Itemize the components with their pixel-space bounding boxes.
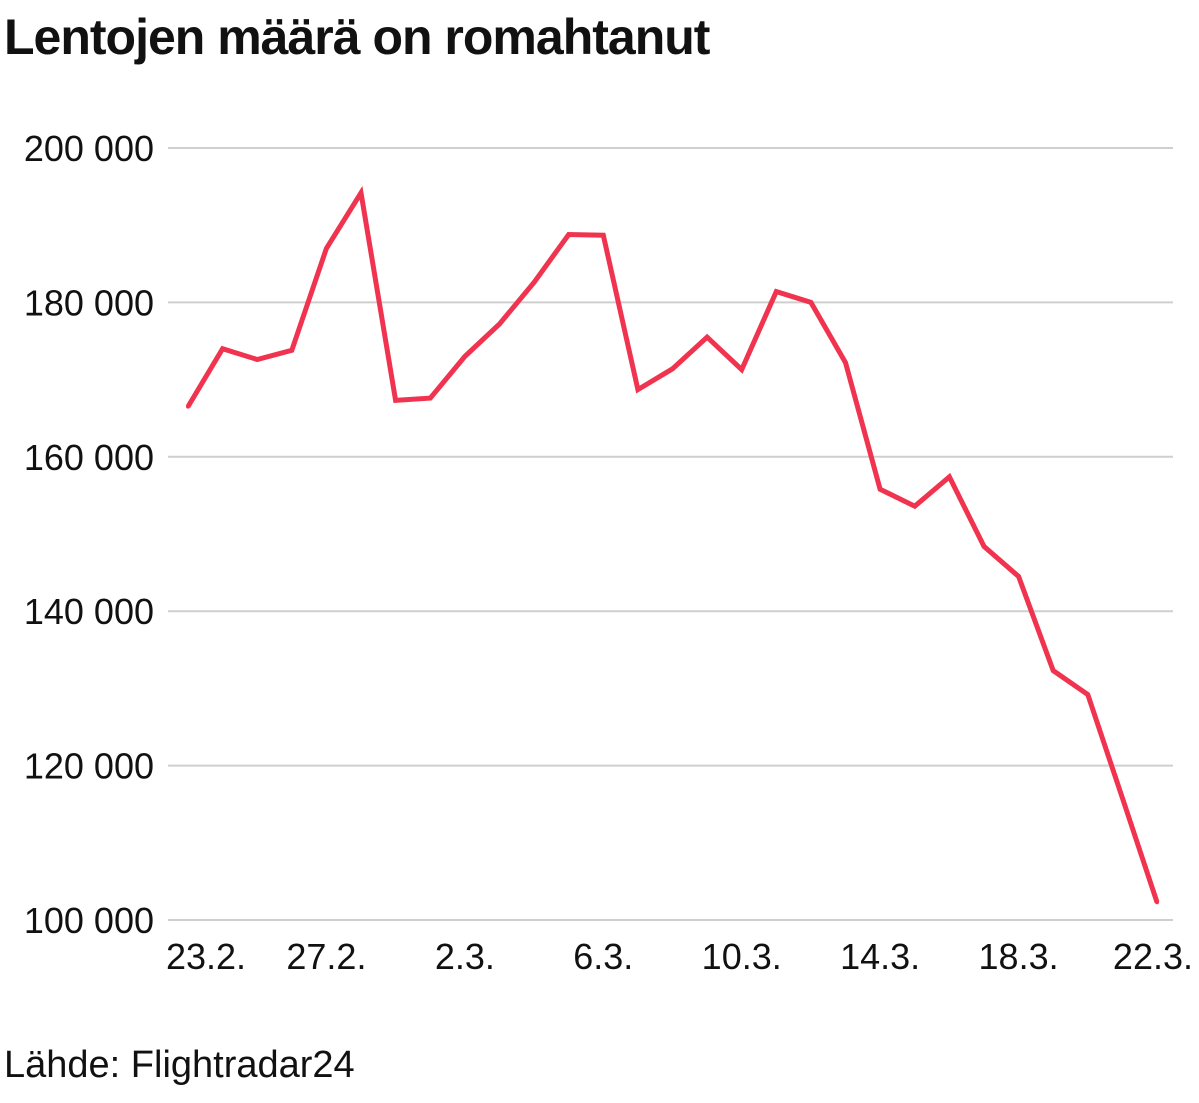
y-tick-label: 160 000 — [24, 437, 154, 478]
y-tick-label: 180 000 — [24, 282, 154, 323]
y-tick-label: 120 000 — [24, 746, 154, 787]
source-note: Lähde: Flightradar24 — [4, 1044, 355, 1086]
data-point — [808, 300, 813, 305]
series — [185, 185, 1160, 905]
data-point — [843, 360, 848, 365]
x-tick-label: 10.3. — [702, 936, 782, 977]
data-point — [532, 280, 537, 285]
data-point — [428, 396, 433, 401]
x-tick-label: 27.2. — [286, 936, 366, 977]
data-point — [497, 322, 502, 327]
data-point — [393, 398, 398, 403]
chart-title: Lentojen määrä on romahtanut — [4, 9, 710, 65]
data-point — [1085, 692, 1090, 697]
data-point — [462, 354, 467, 359]
data-point — [220, 346, 225, 351]
data-point — [635, 387, 640, 392]
y-tick-label: 140 000 — [24, 591, 154, 632]
x-tick-label: 6.3. — [573, 936, 633, 977]
data-point — [739, 367, 744, 372]
data-point — [255, 357, 260, 362]
data-point — [774, 289, 779, 294]
x-tick-label: 2.3. — [435, 936, 495, 977]
data-point — [359, 190, 364, 195]
data-point — [1155, 900, 1159, 905]
data-point — [670, 366, 675, 371]
y-tick-label: 200 000 — [24, 128, 154, 169]
data-point — [566, 232, 571, 237]
x-axis-ticks: 23.2. 27.2. 2.3. 6.3. 10.3. 14.3. 18.3. 22.3. — [166, 936, 1193, 977]
data-point — [981, 544, 986, 549]
data-point — [705, 335, 710, 340]
x-tick-label: 23.2. — [166, 936, 246, 977]
data-point — [912, 504, 917, 509]
y-tick-label: 100 000 — [24, 900, 154, 941]
data-point — [1120, 796, 1125, 801]
data-point — [1051, 668, 1056, 673]
data-point — [186, 404, 190, 409]
data-point — [289, 348, 294, 353]
x-tick-label: 18.3. — [979, 936, 1059, 977]
x-tick-label: 22.3. — [1113, 936, 1193, 977]
y-axis-ticks: 100 000 120 000 140 000 160 000 180 000 200 0… — [24, 128, 154, 941]
data-point — [878, 487, 883, 492]
gridlines — [168, 147, 1173, 921]
data-point — [601, 233, 606, 238]
series-line — [185, 185, 1160, 903]
data-point — [1016, 574, 1021, 579]
x-tick-label: 14.3. — [840, 936, 920, 977]
data-point — [324, 246, 329, 251]
data-point — [947, 474, 952, 479]
